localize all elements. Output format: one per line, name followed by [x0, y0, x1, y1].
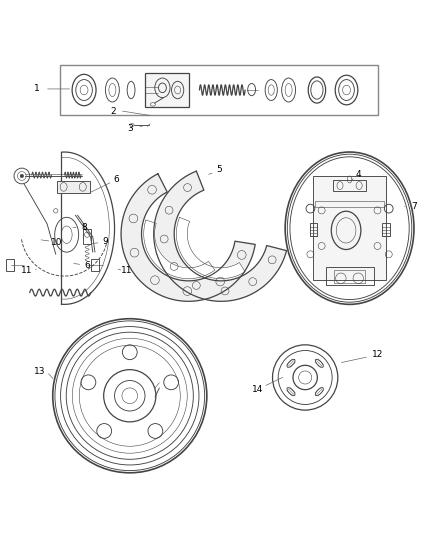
Bar: [83, 229, 91, 244]
Text: 5: 5: [216, 165, 222, 174]
Bar: [60, 65, 378, 115]
Bar: [310, 223, 318, 236]
Text: 3: 3: [127, 124, 133, 133]
Text: 1: 1: [34, 84, 40, 93]
Text: 11: 11: [121, 266, 132, 276]
Polygon shape: [154, 171, 286, 301]
Bar: [145, 74, 188, 107]
Bar: [382, 223, 390, 236]
Bar: [325, 268, 374, 285]
Text: 12: 12: [372, 350, 384, 359]
Bar: [315, 201, 384, 207]
Bar: [333, 180, 366, 191]
Text: 2: 2: [110, 107, 116, 116]
Text: 11: 11: [21, 266, 32, 276]
Text: 13: 13: [34, 367, 46, 376]
Circle shape: [20, 174, 24, 177]
Polygon shape: [144, 220, 215, 279]
Text: 4: 4: [356, 169, 361, 179]
Text: 14: 14: [251, 385, 263, 394]
Text: 8: 8: [81, 223, 87, 232]
Text: 7: 7: [411, 202, 417, 211]
Bar: [57, 181, 90, 193]
Bar: [92, 259, 99, 271]
Polygon shape: [121, 174, 255, 301]
Text: 6: 6: [84, 261, 90, 270]
Text: 10: 10: [51, 238, 63, 247]
Bar: [313, 176, 386, 280]
Bar: [6, 259, 14, 271]
Bar: [334, 270, 365, 282]
Polygon shape: [177, 217, 245, 279]
Text: 6: 6: [114, 175, 120, 184]
Text: 9: 9: [102, 237, 108, 246]
